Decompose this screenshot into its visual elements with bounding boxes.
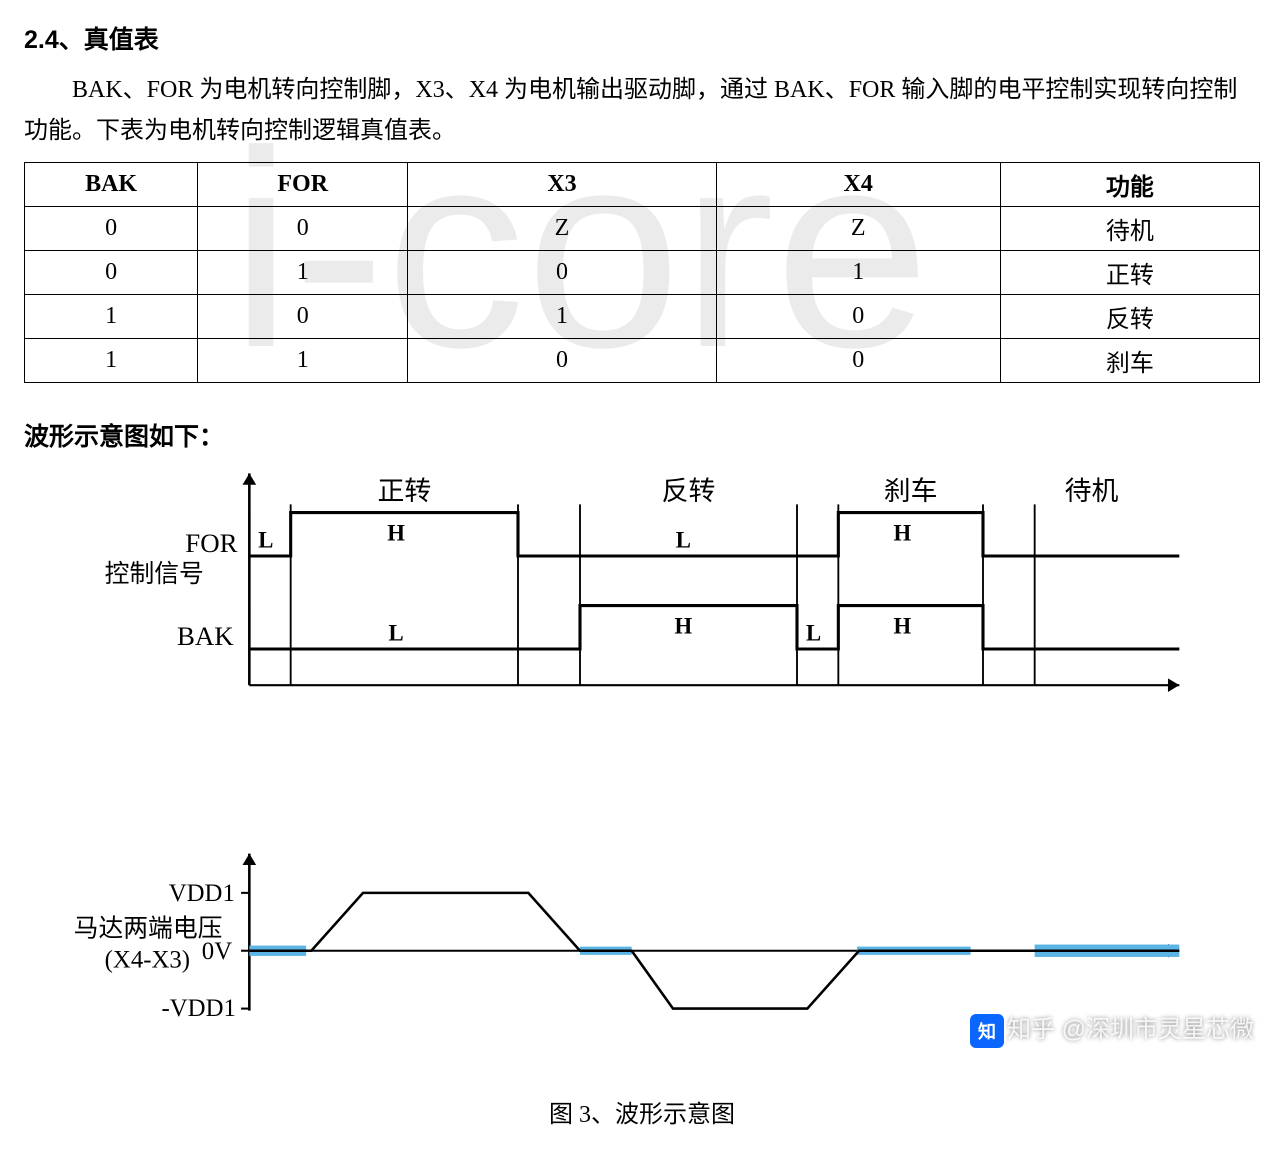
th-x3: X3	[408, 162, 717, 206]
section-number: 2.4、	[24, 26, 84, 54]
table-row: 0101正转	[25, 250, 1260, 294]
table-cell: Z	[408, 206, 717, 250]
svg-text:L: L	[806, 620, 821, 645]
waveform-subtitle: 波形示意图如下：	[24, 417, 1260, 453]
section-heading: 2.4、真值表	[24, 20, 1260, 56]
svg-text:L: L	[676, 527, 691, 552]
svg-text:反转: 反转	[662, 476, 716, 506]
table-row: 1010反转	[25, 294, 1260, 338]
th-x4: X4	[716, 162, 1000, 206]
svg-text:BAK: BAK	[177, 620, 234, 650]
th-for: FOR	[198, 162, 408, 206]
section-title-text: 真值表	[84, 26, 159, 54]
svg-text:H: H	[894, 520, 912, 545]
svg-text:正转: 正转	[377, 476, 431, 506]
table-cell: 1	[408, 294, 717, 338]
waveform-diagram: 正转反转刹车待机FORLHLHBAKLHLH控制信号VDD10V-VDD1马达两…	[24, 463, 1260, 1088]
svg-text:L: L	[388, 620, 403, 645]
svg-text:H: H	[387, 520, 405, 545]
table-cell: 1	[198, 250, 408, 294]
th-bak: BAK	[25, 162, 198, 206]
table-cell: 1	[198, 338, 408, 382]
table-cell: 1	[716, 250, 1000, 294]
table-cell: 刹车	[1000, 338, 1259, 382]
svg-text:L: L	[258, 527, 273, 552]
table-cell: 1	[25, 338, 198, 382]
table-cell: 0	[198, 206, 408, 250]
svg-text:H: H	[894, 613, 912, 638]
svg-text:控制信号: 控制信号	[105, 559, 204, 587]
table-cell: 0	[716, 338, 1000, 382]
table-cell: 0	[25, 206, 198, 250]
table-cell: 0	[198, 294, 408, 338]
truth-table: BAK FOR X3 X4 功能 00ZZ待机0101正转1010反转1100刹…	[24, 162, 1260, 383]
table-cell: 1	[25, 294, 198, 338]
table-cell: Z	[716, 206, 1000, 250]
th-fn: 功能	[1000, 162, 1259, 206]
intro-paragraph: BAK、FOR 为电机转向控制脚，X3、X4 为电机输出驱动脚，通过 BAK、F…	[24, 70, 1260, 152]
table-row: 00ZZ待机	[25, 206, 1260, 250]
table-cell: 0	[408, 338, 717, 382]
table-cell: 0	[408, 250, 717, 294]
table-cell: 0	[716, 294, 1000, 338]
svg-text:FOR: FOR	[185, 527, 237, 557]
svg-text:待机: 待机	[1065, 476, 1119, 506]
table-cell: 反转	[1000, 294, 1259, 338]
figure-caption: 图 3、波形示意图	[24, 1094, 1260, 1129]
table-cell: 正转	[1000, 250, 1259, 294]
svg-text:马达两端电压: 马达两端电压	[74, 914, 223, 942]
table-header-row: BAK FOR X3 X4 功能	[25, 162, 1260, 206]
svg-text:-VDD1: -VDD1	[162, 994, 236, 1021]
svg-text:刹车: 刹车	[884, 476, 938, 506]
svg-text:H: H	[674, 613, 692, 638]
table-cell: 待机	[1000, 206, 1259, 250]
svg-text:VDD1: VDD1	[169, 880, 235, 907]
table-cell: 0	[25, 250, 198, 294]
svg-text:(X4-X3): (X4-X3)	[105, 946, 190, 973]
table-row: 1100刹车	[25, 338, 1260, 382]
